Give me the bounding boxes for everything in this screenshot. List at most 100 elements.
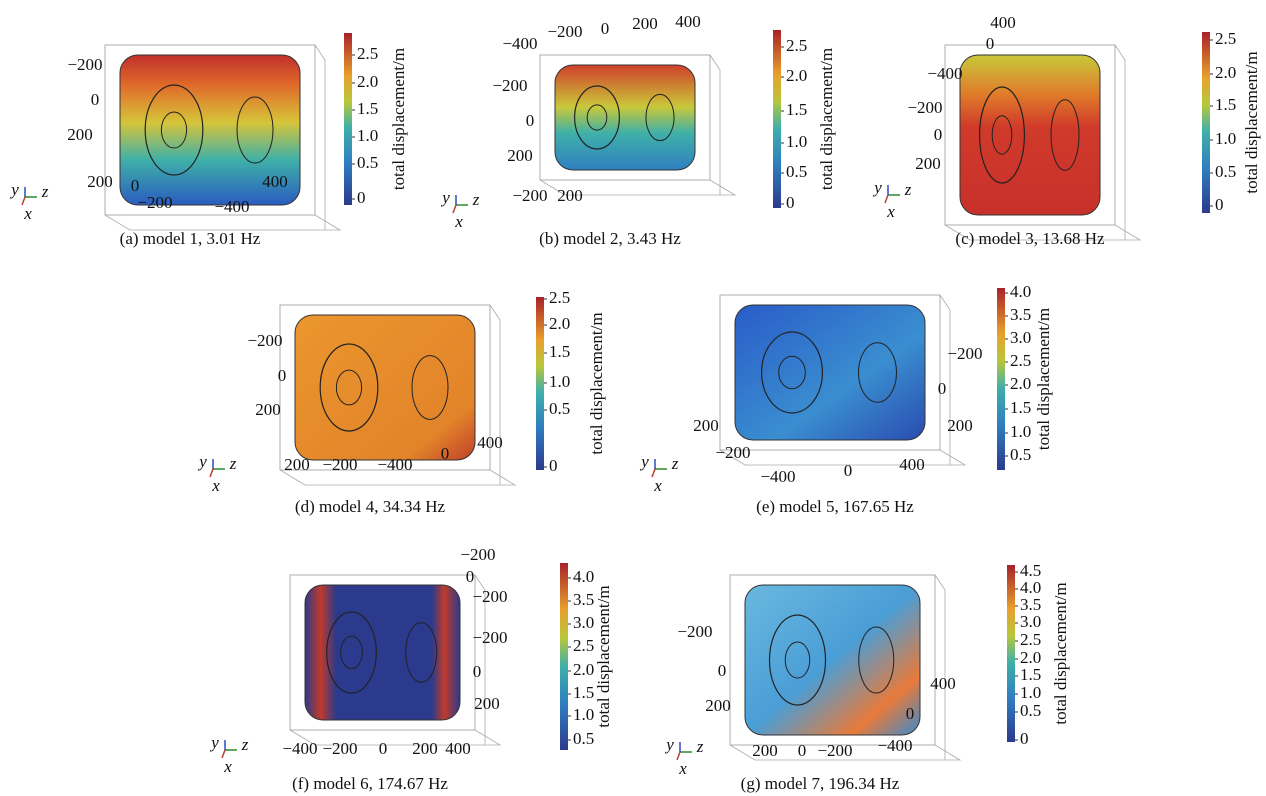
axis-tick-label: −200 — [247, 331, 282, 350]
colorbar-tick-label: 0 — [357, 188, 366, 207]
axis-tick-label: 200 — [557, 186, 583, 205]
caption: (c) model 3, 13.68 Hz — [955, 229, 1105, 248]
axis-tick-label: −200 — [677, 622, 712, 641]
colorbar-tick-label: 3.5 — [1010, 305, 1031, 324]
colorbar-tick-label: 1.0 — [1215, 129, 1236, 148]
caption: (g) model 7, 196.34 Hz — [741, 774, 900, 793]
colorbar-label: total displacement/m — [1051, 582, 1070, 724]
axis-tick-label: −200 — [715, 443, 750, 462]
colorbar-tick-label: 3.0 — [573, 613, 594, 632]
axis-tick-label: 0 — [986, 34, 995, 53]
axis-tick-label: −200 — [817, 741, 852, 760]
colorbar-tick-label: 1.5 — [786, 100, 807, 119]
triad-label: x — [223, 757, 232, 776]
colorbar-tick-label: 2.0 — [1010, 374, 1031, 393]
colorbar-tick-label: 2.0 — [786, 66, 807, 85]
triad-label: z — [904, 180, 912, 199]
triad-label: y — [9, 180, 19, 199]
colorbar-label: total displacement/m — [1242, 51, 1261, 193]
colorbar-tick-label: 0.5 — [357, 153, 378, 172]
axis-tick-label: 0 — [934, 125, 943, 144]
axis-tick-label: 0 — [844, 461, 853, 480]
axis-tick-label: 200 — [474, 694, 500, 713]
axis-tick-label: 200 — [947, 416, 973, 435]
axis-tick-label: 0 — [601, 19, 610, 38]
colorbar — [560, 563, 568, 750]
colorbar — [1007, 565, 1015, 742]
caption: (f) model 6, 174.67 Hz — [292, 774, 448, 793]
axis-tick-label: 200 — [255, 400, 281, 419]
axis-tick-label: 0 — [798, 741, 807, 760]
axis-tick-label: −400 — [282, 739, 317, 758]
triad-label: x — [23, 204, 32, 223]
colorbar-tick-label: 0.5 — [1010, 445, 1031, 464]
axis-tick-label: 0 — [278, 366, 287, 385]
axis-tick-label: 200 — [705, 696, 731, 715]
colorbar-tick-label: 1.0 — [1020, 683, 1041, 702]
colorbar-tick-label: 0.5 — [573, 729, 594, 748]
axis-tick-label: 200 — [87, 172, 113, 191]
triad-label: y — [664, 735, 674, 754]
colorbar-tick-label: 2.5 — [1215, 29, 1236, 48]
axis-tick-label: −200 — [322, 455, 357, 474]
colorbar — [536, 297, 544, 470]
axis-tick-label: −200 — [137, 193, 172, 212]
colorbar-tick-label: 1.0 — [573, 705, 594, 724]
axis-tick-label: 0 — [718, 661, 727, 680]
colorbar-tick-label: 0 — [786, 193, 795, 212]
colorbar-tick-label: 0 — [1215, 195, 1224, 214]
colorbar — [997, 288, 1005, 470]
axis-tick-label: −200 — [512, 186, 547, 205]
colorbar-tick-label: 0.5 — [1215, 162, 1236, 181]
axis-tick-label: −200 — [492, 76, 527, 95]
axis-tick-label: −400 — [927, 64, 962, 83]
axis-tick-label: 0 — [441, 444, 450, 463]
colorbar-label: total displacement/m — [587, 312, 606, 454]
colorbar-tick-label: 2.5 — [1010, 351, 1031, 370]
colorbar-tick-label: 2.5 — [573, 636, 594, 655]
axis-tick-label: −200 — [460, 545, 495, 564]
colorbar-tick-label: 0.5 — [549, 399, 570, 418]
axis-tick-label: 200 — [693, 416, 719, 435]
colorbar-label: total displacement/m — [389, 48, 408, 190]
colorbar-tick-label: 2.5 — [357, 44, 378, 63]
panel: −2000−200−2000200−400−2000200400yzx4.03.… — [209, 545, 613, 793]
colorbar-tick-label: 2.0 — [357, 72, 378, 91]
axis-tick-label: 200 — [412, 739, 438, 758]
triad-label: z — [41, 182, 49, 201]
axis-tick-label: −200 — [67, 55, 102, 74]
axis-tick-label: 200 — [507, 146, 533, 165]
colorbar-tick-label: 4.0 — [573, 567, 594, 586]
axis-tick-label: −400 — [877, 736, 912, 755]
axis-tick-label: −200 — [472, 587, 507, 606]
axis-tick-label: −400 — [377, 455, 412, 474]
colorbar — [344, 33, 352, 205]
colorbar-tick-label: 1.5 — [573, 683, 594, 702]
triad-label: y — [209, 733, 219, 752]
colorbar-tick-label: 1.5 — [357, 99, 378, 118]
colorbar-tick-label: 2.5 — [786, 36, 807, 55]
axis-tick-label: −200 — [947, 344, 982, 363]
colorbar — [773, 30, 781, 208]
colorbar-tick-label: 1.5 — [1215, 95, 1236, 114]
caption: (e) model 5, 167.65 Hz — [756, 497, 914, 516]
axis-tick-label: 0 — [526, 111, 535, 130]
axis-tick-label: 400 — [899, 455, 925, 474]
colorbar-label: total displacement/m — [1034, 308, 1053, 450]
triad-label: x — [886, 202, 895, 221]
triad-label: z — [671, 454, 679, 473]
colorbar-tick-label: 3.0 — [1010, 328, 1031, 347]
colorbar — [1202, 32, 1210, 213]
axis-tick-label: 200 — [752, 741, 778, 760]
triad-label: x — [211, 476, 220, 495]
axis-tick-label: 200 — [915, 154, 941, 173]
colorbar-tick-label: 2.5 — [1020, 630, 1041, 649]
colorbar-tick-label: 1.0 — [1010, 422, 1031, 441]
colorbar-tick-label: 3.5 — [573, 590, 594, 609]
axis-tick-label: 0 — [466, 567, 475, 586]
axis-tick-label: 400 — [990, 13, 1016, 32]
colorbar-label: total displacement/m — [817, 48, 836, 190]
